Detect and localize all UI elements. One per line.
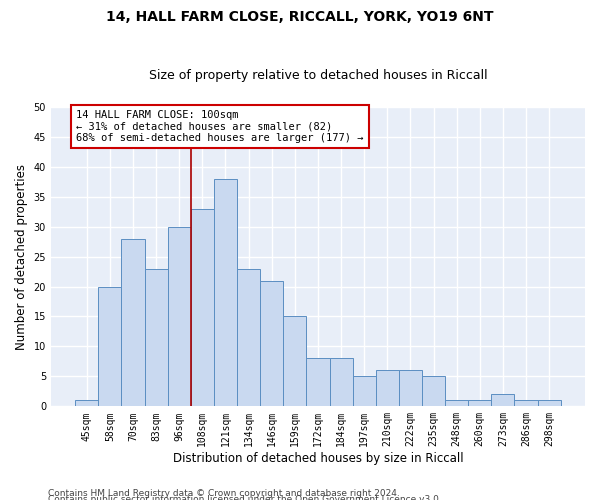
Bar: [353, 376, 376, 406]
Bar: [491, 394, 514, 406]
Text: 14, HALL FARM CLOSE, RICCALL, YORK, YO19 6NT: 14, HALL FARM CLOSE, RICCALL, YORK, YO19…: [106, 10, 494, 24]
Bar: [422, 376, 445, 406]
Bar: [145, 268, 167, 406]
Bar: [237, 268, 260, 406]
Bar: [399, 370, 422, 406]
X-axis label: Distribution of detached houses by size in Riccall: Distribution of detached houses by size …: [173, 452, 463, 465]
Bar: [468, 400, 491, 406]
Bar: [260, 280, 283, 406]
Bar: [167, 226, 191, 406]
Bar: [75, 400, 98, 406]
Bar: [329, 358, 353, 406]
Text: 14 HALL FARM CLOSE: 100sqm
← 31% of detached houses are smaller (82)
68% of semi: 14 HALL FARM CLOSE: 100sqm ← 31% of deta…: [76, 110, 364, 143]
Bar: [121, 238, 145, 406]
Bar: [538, 400, 561, 406]
Bar: [307, 358, 329, 406]
Bar: [514, 400, 538, 406]
Bar: [214, 178, 237, 406]
Bar: [376, 370, 399, 406]
Bar: [283, 316, 307, 406]
Bar: [445, 400, 468, 406]
Bar: [191, 208, 214, 406]
Title: Size of property relative to detached houses in Riccall: Size of property relative to detached ho…: [149, 69, 487, 82]
Y-axis label: Number of detached properties: Number of detached properties: [15, 164, 28, 350]
Bar: [98, 286, 121, 406]
Text: Contains public sector information licensed under the Open Government Licence v3: Contains public sector information licen…: [48, 495, 442, 500]
Text: Contains HM Land Registry data © Crown copyright and database right 2024.: Contains HM Land Registry data © Crown c…: [48, 488, 400, 498]
